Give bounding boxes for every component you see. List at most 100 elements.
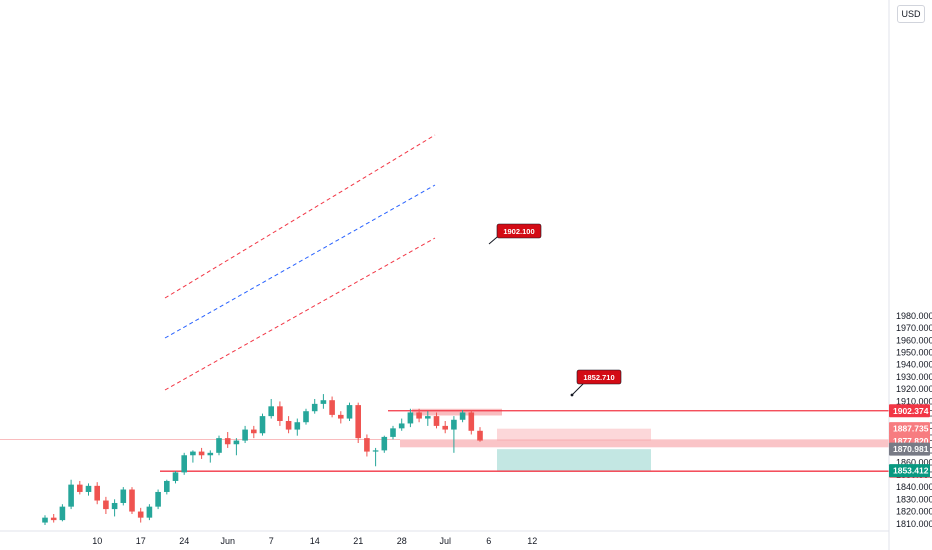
candle-body — [42, 517, 48, 523]
callout-anchor — [570, 393, 574, 397]
candle-body — [120, 489, 127, 503]
price-tick-label: 1950.000 — [896, 347, 932, 357]
price-tick-label: 1940.000 — [896, 360, 932, 370]
candle-body — [355, 405, 361, 439]
price-tick-label: 1840.000 — [896, 482, 932, 492]
candle-body — [111, 502, 118, 510]
candle-body — [442, 425, 448, 430]
candle-body — [103, 500, 109, 510]
candle-body — [433, 416, 440, 426]
price-axis: 1810.0001820.0001830.0001840.0001850.000… — [896, 311, 932, 529]
price-tick-label: 1980.000 — [896, 311, 932, 321]
candle-body — [85, 485, 92, 492]
zones-layer — [400, 408, 889, 471]
candle-body — [425, 416, 431, 419]
take-profit-zone — [497, 449, 651, 471]
candle-body — [477, 430, 483, 441]
candle-body — [320, 400, 327, 404]
price-tick-label: 1930.000 — [896, 372, 932, 382]
date-label: 7 — [269, 536, 274, 546]
candle-body — [346, 405, 353, 419]
candle-body — [390, 428, 396, 437]
price-tag-label: 1870.981 — [893, 444, 929, 454]
callout-label: 1902.100 — [503, 227, 534, 236]
price-tag — [889, 442, 930, 456]
callout-box — [496, 223, 542, 239]
price-tag — [889, 404, 930, 418]
candle-body — [190, 451, 196, 456]
date-label: 12 — [527, 536, 537, 546]
candle-body — [468, 412, 475, 431]
price-tag-label: 1887.735 — [893, 424, 929, 434]
candle-body — [451, 419, 457, 430]
callout-box — [576, 369, 622, 385]
price-tick-label: 1970.000 — [896, 323, 932, 333]
candle-body — [338, 414, 344, 419]
candle-body — [294, 422, 301, 430]
callout-label: 1852.710 — [583, 373, 614, 382]
candle-body — [311, 403, 318, 412]
candle-body — [459, 412, 466, 420]
date-label: Jul — [439, 536, 451, 546]
candle-body — [59, 506, 66, 521]
callouts-layer: 1902.100 1852.710 — [488, 223, 622, 397]
channel-upper-line — [164, 134, 436, 299]
price-tags-layer: 1902.3741852.9901887.7351877.8201870.981… — [889, 404, 930, 478]
candle-body — [364, 438, 370, 452]
candle-body — [398, 423, 405, 429]
candle-body — [68, 484, 74, 507]
channel-middle-line — [164, 184, 436, 339]
candle-body — [50, 517, 57, 521]
price-tag-label: 1877.820 — [893, 436, 929, 446]
price-tag-label: 1853.412 — [893, 466, 929, 476]
candle-body — [164, 480, 170, 492]
candles-layer — [42, 394, 483, 525]
candle-body — [303, 411, 309, 423]
candle-body — [277, 406, 283, 422]
currency-label[interactable]: USD — [897, 5, 925, 23]
candle-body — [181, 455, 187, 473]
price-tag — [889, 464, 930, 478]
date-label: 21 — [353, 536, 363, 546]
candle-body — [129, 489, 135, 512]
candle-body — [407, 412, 414, 424]
price-tick-label: 1960.000 — [896, 335, 932, 345]
candle-body — [242, 429, 248, 441]
time-axis: 10 17 24 Jun 7 14 21 28 Jul 6 12 — [92, 536, 537, 546]
candle-body — [155, 491, 161, 507]
callout-pointer — [571, 382, 585, 396]
price-tag-label: 1902.374 — [893, 406, 929, 416]
candle-body — [172, 472, 179, 481]
date-label: 28 — [397, 536, 407, 546]
price-tag — [889, 422, 930, 436]
candle-body — [77, 484, 83, 492]
candle-body — [137, 511, 144, 518]
candle-body — [146, 506, 153, 518]
date-label: 24 — [179, 536, 189, 546]
price-tick-label: 1820.000 — [896, 507, 932, 517]
candle-body — [216, 438, 222, 453]
date-label: 17 — [136, 536, 146, 546]
candle-body — [94, 485, 100, 501]
channel-lower-line — [164, 237, 436, 391]
candle-body — [251, 429, 257, 434]
price-tick-label: 1830.000 — [896, 494, 932, 504]
candle-body — [224, 438, 231, 445]
candle-body — [329, 400, 335, 415]
candle-body — [381, 436, 388, 451]
price-tick-label: 1860.000 — [896, 458, 932, 468]
trend-channel — [164, 134, 436, 391]
date-label: 6 — [486, 536, 491, 546]
candle-body — [416, 412, 422, 419]
candle-body — [198, 451, 205, 456]
date-label: 10 — [92, 536, 102, 546]
date-label: Jun — [220, 536, 235, 546]
candle-body — [268, 406, 274, 417]
candle-body — [372, 450, 379, 452]
candle-body — [259, 416, 266, 434]
price-tick-label: 1910.000 — [896, 396, 932, 406]
support-zone — [400, 439, 889, 448]
stop-loss-zone — [497, 428, 651, 441]
price-tick-label: 1810.000 — [896, 519, 932, 529]
